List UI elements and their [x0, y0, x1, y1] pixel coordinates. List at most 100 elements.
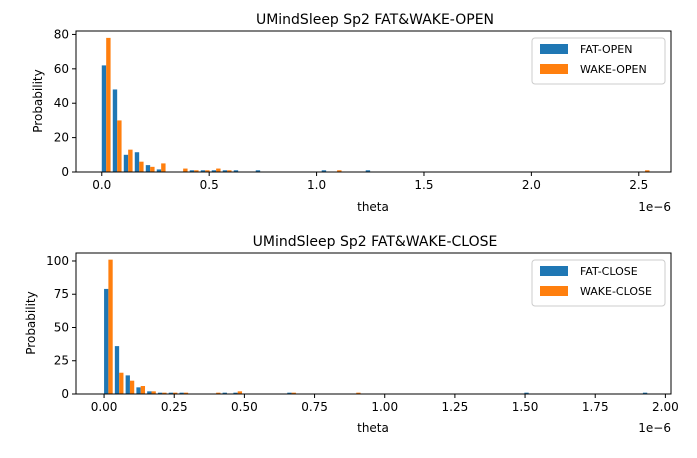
- chart-close-frame: [75, 252, 672, 395]
- chart-open-bar-wake: [337, 170, 342, 172]
- chart-open-bar-fat: [200, 170, 206, 172]
- chart-close-ytick-label: 75: [54, 287, 69, 301]
- chart-close-offset-text: 1e−6: [638, 421, 671, 435]
- chart-close-ytick-label: 50: [54, 320, 69, 334]
- chart-open-legend-label-wake: WAKE-OPEN: [580, 63, 647, 76]
- chart-close-xlabel: theta: [357, 421, 389, 435]
- chart-close-bar-wake: [183, 392, 189, 394]
- chart-close-xtick-label: 0.75: [301, 400, 328, 414]
- chart-open-bar-fat: [211, 170, 217, 172]
- chart-open-legend-label-fat: FAT-OPEN: [580, 43, 632, 56]
- chart-close-ytick-label: 25: [54, 354, 69, 368]
- chart-close-xtick-label: 1.50: [512, 400, 539, 414]
- chart-open-bar-wake: [205, 170, 210, 172]
- chart-open-bar-fat: [365, 170, 371, 172]
- chart-close-legend-swatch-wake: [540, 286, 568, 296]
- chart-open-xtick-label: 0.5: [200, 178, 219, 192]
- chart-open-ytick-label: 0: [61, 165, 69, 179]
- chart-open-offset-text: 1e−6: [638, 200, 671, 214]
- chart-open-bar-fat: [189, 170, 195, 172]
- chart-open-bar-fat: [222, 170, 228, 172]
- chart-close-bar-fat: [642, 392, 648, 394]
- chart-open-bar-wake: [128, 149, 133, 172]
- chart-open-bar-wake: [194, 170, 199, 172]
- chart-open-bar-wake: [645, 170, 650, 172]
- chart-close-legend-label-fat: FAT-CLOSE: [580, 265, 638, 278]
- chart-open-ytick-label: 20: [54, 131, 69, 145]
- chart-close-bar-wake: [162, 392, 167, 394]
- chart-open-frame: [75, 30, 672, 173]
- chart-close-bar-wake: [140, 386, 146, 394]
- chart-close-legend-label-wake: WAKE-CLOSE: [580, 285, 652, 298]
- chart-open-bar-fat: [233, 170, 239, 172]
- chart-close-bar-fat: [287, 392, 292, 394]
- chart-close-bar-fat: [125, 375, 130, 394]
- chart-close-bar-fat: [114, 346, 120, 394]
- chart-open-bar-wake: [227, 170, 232, 172]
- chart-close-bar-fat: [136, 387, 141, 394]
- chart-close-plot: 0.00 0.25 0.50 0.75 1.00 1.25 1.50 1.75 2.00 0 25 5…: [46, 254, 679, 414]
- chart-close-legend: FAT-CLOSE WAKE-CLOSE: [531, 259, 666, 307]
- chart-open-xlabel: theta: [357, 200, 389, 214]
- chart-close-bar-wake: [119, 372, 124, 394]
- chart-open-bar-fat: [101, 65, 107, 172]
- chart-close-xtick-label: 1.00: [371, 400, 398, 414]
- chart-close-xtick-label: 0.50: [231, 400, 258, 414]
- chart-close-xtick-label: 0.25: [161, 400, 188, 414]
- chart-open-ytick-label: 40: [54, 96, 69, 110]
- chart-open-title: UMindSleep Sp2 FAT&WAKE-OPEN: [256, 12, 494, 28]
- chart-open-bar-wake: [216, 168, 221, 172]
- chart-close-ylabel: Probability: [24, 291, 38, 354]
- chart-close-bar-fat: [179, 392, 184, 394]
- chart-close-xtick-label: 1.75: [582, 400, 609, 414]
- chart-open-legend: FAT-OPEN WAKE-OPEN: [531, 37, 666, 85]
- chart-open-xtick-label: 1.5: [414, 178, 433, 192]
- chart-open-legend-swatch-fat: [540, 44, 568, 54]
- chart-close-bar-wake: [151, 391, 156, 394]
- chart-close-xtick-label: 1.25: [442, 400, 469, 414]
- chart-open-bar-fat: [156, 169, 162, 172]
- chart-close-bar-wake: [173, 392, 178, 394]
- chart-open-bar-wake: [161, 163, 166, 172]
- chart-close-ytick-label: 0: [61, 387, 69, 401]
- chart-close-bar-wake: [237, 391, 243, 394]
- chart-open-bar-fat: [134, 152, 140, 172]
- chart-open-legend-swatch-wake: [540, 64, 568, 74]
- chart-close-xtick-label: 0.00: [91, 400, 118, 414]
- chart-open-bar-fat: [321, 170, 327, 172]
- chart-close-bar-fat: [222, 392, 227, 394]
- chart-open-bar-wake: [106, 37, 111, 172]
- chart-open-bar-fat: [145, 165, 151, 172]
- chart-open-xtick-label: 0.0: [92, 178, 111, 192]
- chart-close-bar-fat: [524, 392, 529, 394]
- chart-open-xtick-label: 2.5: [629, 178, 648, 192]
- chart-close-xtick-label: 2.00: [652, 400, 679, 414]
- chart-close-ytick-label: 100: [46, 254, 69, 268]
- chart-close-bar-fat: [168, 392, 174, 394]
- chart-close-bar-wake: [108, 259, 113, 394]
- chart-close-legend-swatch-fat: [540, 266, 568, 276]
- chart-open-ytick-label: 60: [54, 62, 69, 76]
- chart-open-xtick-label: 2.0: [522, 178, 541, 192]
- chart-open-bar-fat: [123, 154, 129, 172]
- chart-close-bar-fat: [157, 392, 163, 394]
- chart-close-bar-wake: [216, 392, 221, 394]
- chart-open-ytick-label: 80: [54, 27, 69, 41]
- chart-close-bar-wake: [129, 380, 135, 394]
- chart-open-bar-wake: [139, 161, 144, 172]
- chart-close-bar-fat: [104, 288, 109, 394]
- chart-open-bar-fat: [112, 89, 118, 172]
- chart-open-bar-wake: [150, 166, 155, 172]
- chart-open: UMindSleep Sp2 FAT&WAKE-OPEN 0.0 0.5 1.0 1.…: [31, 12, 672, 214]
- chart-open-plot: 0.0 0.5 1.0 1.5 2.0 2.5 0 20 40 60 80: [54, 27, 650, 192]
- chart-open-bar-fat: [255, 170, 261, 172]
- chart-close-bar-fat: [147, 391, 152, 394]
- chart-close-bar-fat: [233, 392, 238, 394]
- chart-open-ylabel: Probability: [31, 69, 45, 132]
- chart-close-bar-wake: [356, 392, 361, 394]
- chart-open-bar-wake: [183, 168, 188, 172]
- chart-open-bar-wake: [117, 120, 122, 172]
- chart-open-xtick-label: 1.0: [307, 178, 326, 192]
- chart-close-title: UMindSleep Sp2 FAT&WAKE-CLOSE: [253, 234, 498, 250]
